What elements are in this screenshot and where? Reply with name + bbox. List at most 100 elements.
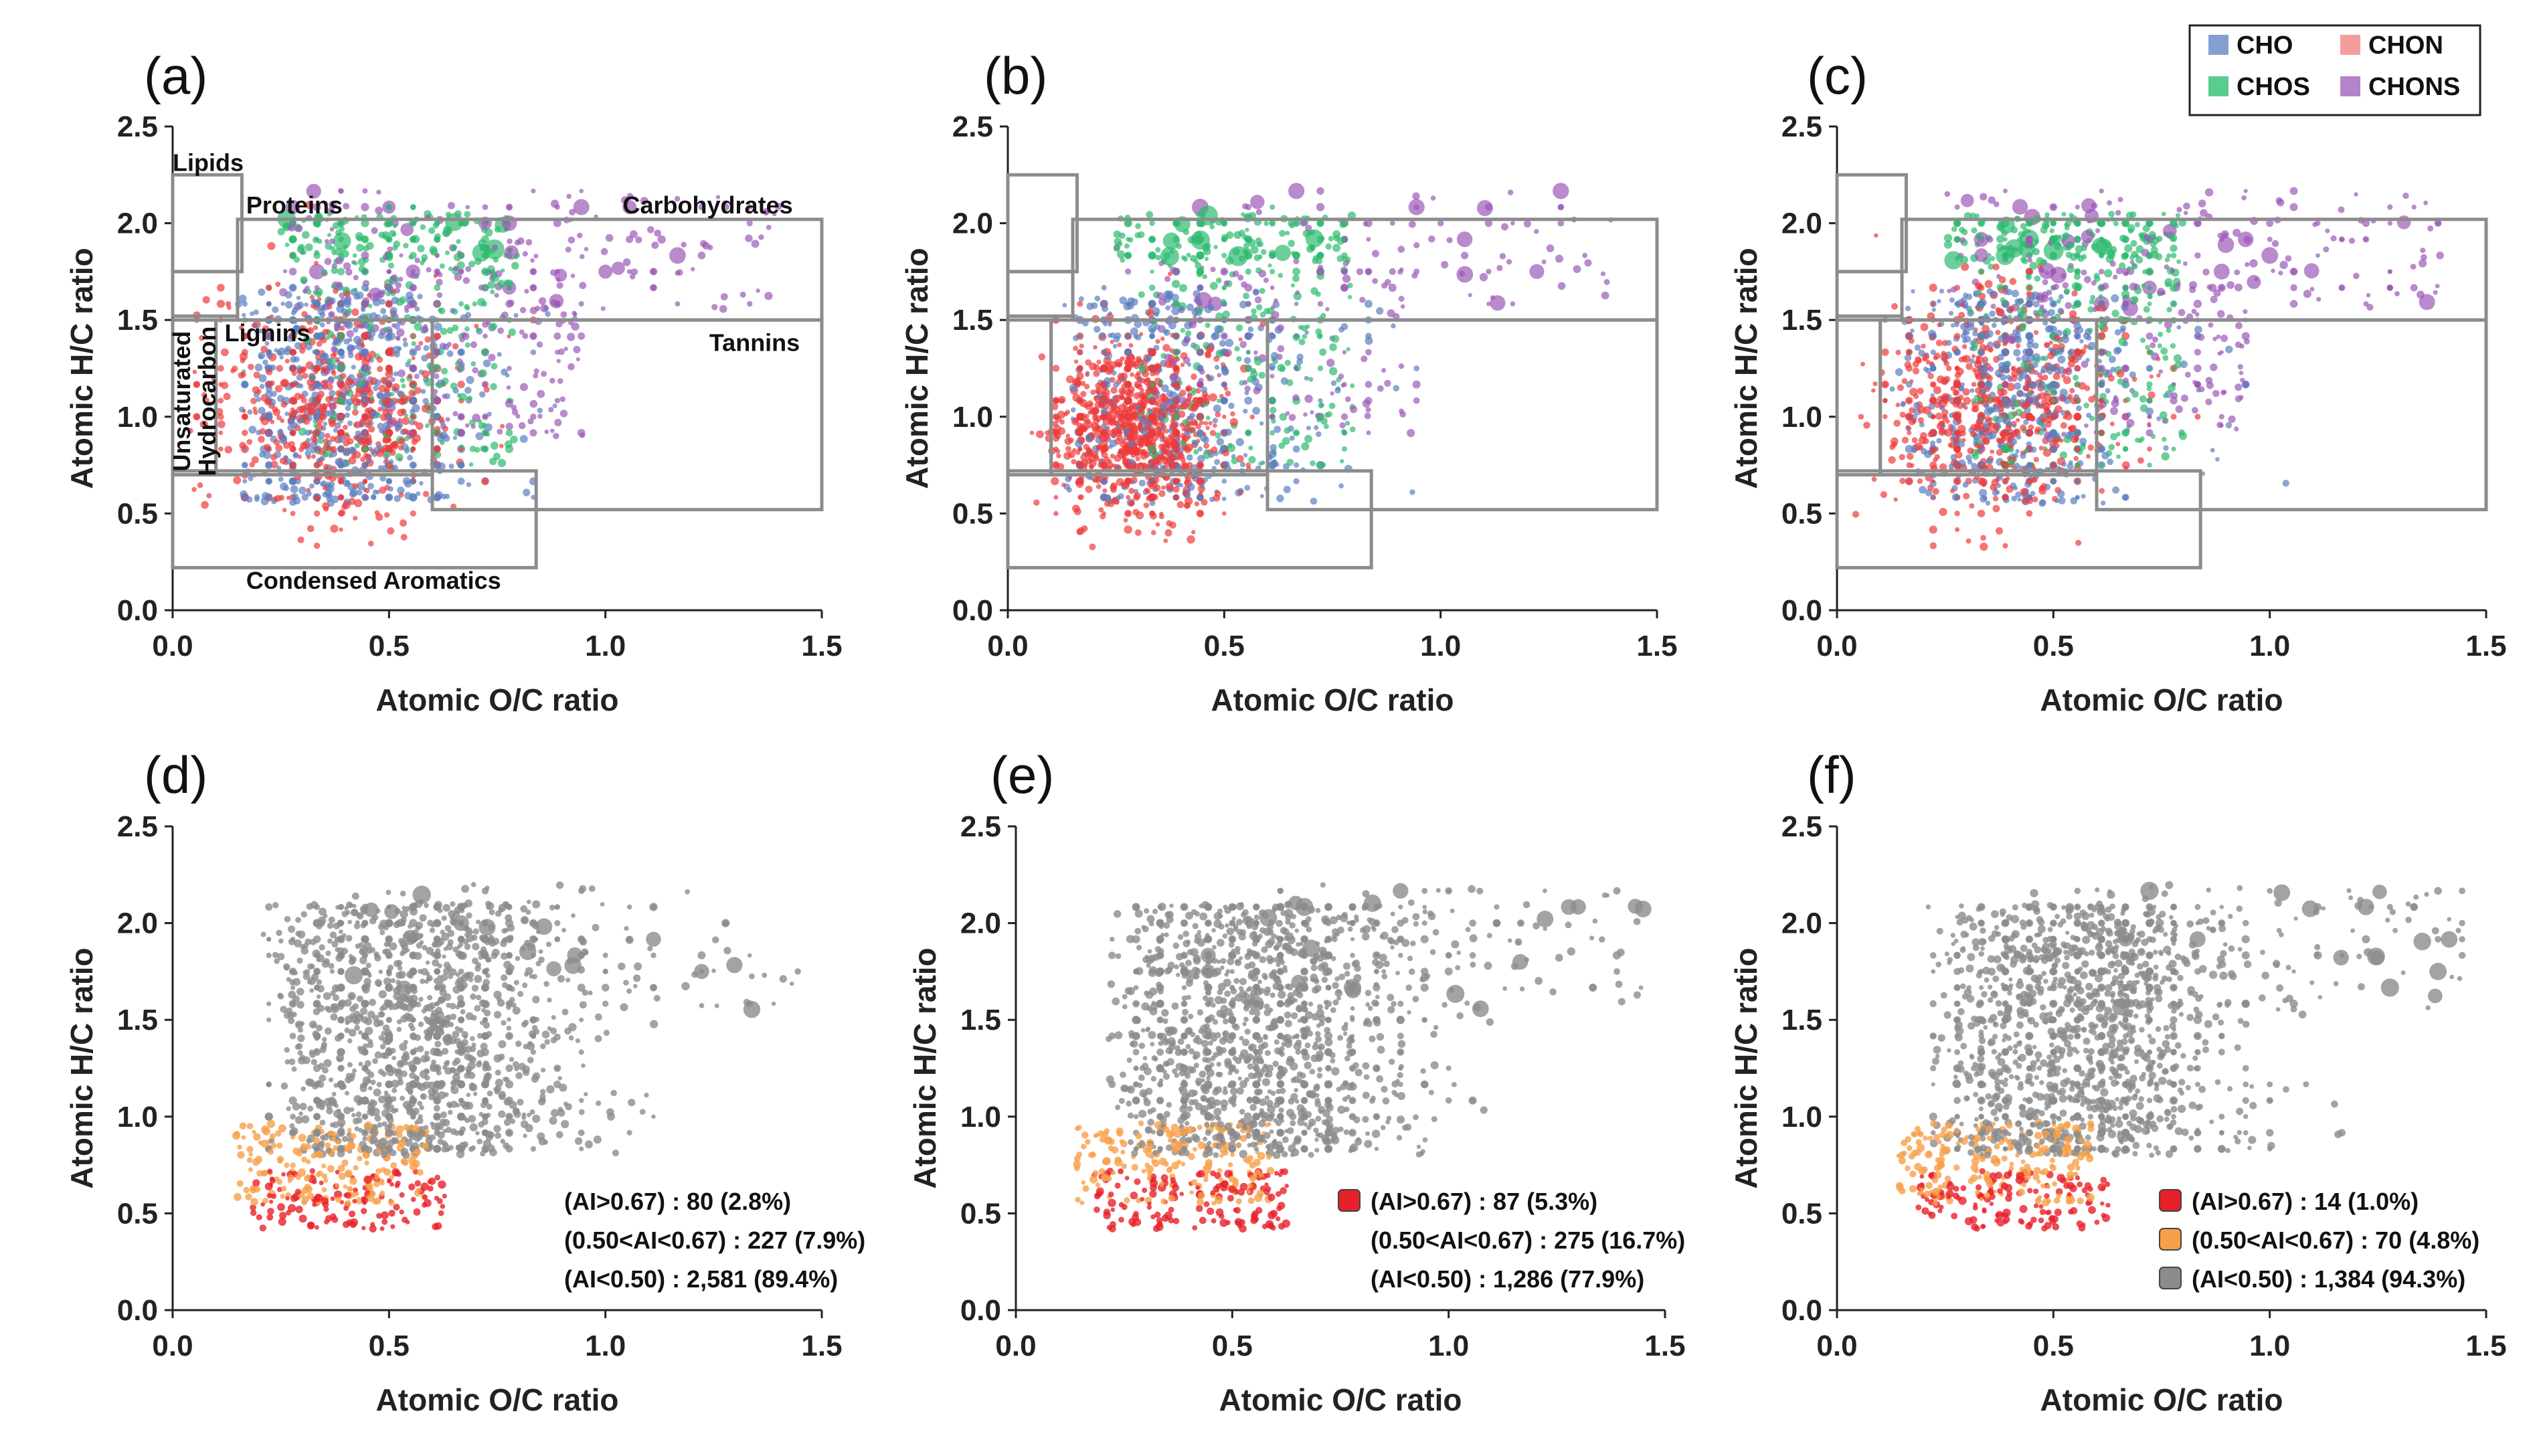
- y-tick-label: 2.0: [952, 207, 993, 240]
- point-chon: [1160, 337, 1165, 341]
- point-chos: [489, 248, 495, 254]
- point-chos: [1124, 252, 1132, 260]
- point-chon: [1076, 429, 1084, 437]
- point-cho: [380, 308, 387, 314]
- point-chos: [1317, 252, 1324, 259]
- point-chos: [1245, 227, 1249, 232]
- point-chos: [1279, 230, 1286, 237]
- point-cho: [276, 350, 282, 356]
- point-chos: [385, 203, 393, 211]
- point-chons: [1529, 264, 1545, 279]
- point-cho: [296, 374, 303, 381]
- point-chons: [1555, 254, 1563, 263]
- point-chon: [2060, 422, 2067, 429]
- point-chon: [339, 509, 346, 517]
- point-chos: [346, 308, 352, 314]
- point-chon: [481, 477, 489, 486]
- point-chons: [334, 323, 341, 331]
- point-cho: [304, 450, 312, 457]
- point-cho: [383, 422, 391, 430]
- point-chos: [434, 284, 441, 291]
- point-chos: [1328, 236, 1334, 242]
- point-cho: [373, 385, 379, 391]
- point-cho: [552, 403, 557, 408]
- point-chon: [323, 506, 329, 512]
- point-cho: [337, 435, 345, 443]
- point-chos: [1244, 364, 1253, 373]
- point-chos: [1346, 347, 1350, 352]
- point-chon: [364, 434, 372, 441]
- point-chons: [1292, 394, 1300, 401]
- point-chos: [1347, 294, 1352, 300]
- point-chons: [571, 322, 580, 331]
- point-chon: [2083, 344, 2089, 349]
- point-chons: [440, 423, 446, 430]
- point-chon: [2026, 510, 2033, 517]
- point-chons: [397, 390, 404, 397]
- point-chons: [488, 353, 496, 362]
- point-cho: [258, 351, 266, 359]
- point-chon: [1085, 372, 1089, 377]
- point-chons: [511, 409, 519, 416]
- point-chos: [1187, 236, 1195, 244]
- point-chons: [1340, 413, 1348, 420]
- point-chos: [298, 428, 307, 436]
- point-chos: [1304, 434, 1312, 443]
- point-cho: [1216, 438, 1225, 446]
- point-chons: [576, 357, 581, 362]
- point-cho: [344, 391, 349, 395]
- point-chons: [445, 417, 450, 422]
- point-chos: [1245, 429, 1252, 437]
- point-chon: [1165, 450, 1174, 458]
- point-cho: [1121, 485, 1126, 490]
- point-chos: [1243, 292, 1250, 300]
- point-cho: [1235, 438, 1244, 446]
- point-cho: [1077, 333, 1083, 339]
- point-chons: [2348, 238, 2355, 244]
- point-chons: [464, 423, 470, 428]
- x-tick-label: 0.0: [152, 630, 193, 662]
- point-chon: [400, 519, 407, 527]
- point-chons: [1285, 411, 1290, 416]
- point-chon: [1051, 476, 1059, 486]
- point-chon: [1211, 446, 1218, 454]
- point-chon: [275, 444, 283, 452]
- point-cho: [2114, 329, 2121, 336]
- point-chon: [280, 379, 289, 387]
- x-tick-label: 0.0: [1816, 630, 1857, 662]
- point-chos: [442, 229, 450, 238]
- point-cho: [530, 349, 537, 355]
- point-cho: [1108, 322, 1112, 327]
- point-chon: [457, 380, 465, 389]
- point-chon: [1077, 494, 1083, 500]
- point-chos: [404, 436, 410, 442]
- point-chon: [266, 381, 272, 387]
- point-cho: [1119, 296, 1128, 304]
- point-chons: [434, 349, 440, 356]
- point-cho: [422, 397, 429, 405]
- point-chons: [1510, 301, 1516, 306]
- point-cho: [290, 485, 298, 494]
- point-chos: [400, 377, 406, 383]
- point-chon: [1181, 434, 1190, 442]
- point-chons: [1179, 396, 1187, 404]
- point-chon: [1077, 300, 1083, 307]
- y-tick-label: 1.0: [117, 401, 158, 434]
- y-tick-label: 0.5: [117, 497, 158, 530]
- point-chons: [1407, 429, 1415, 438]
- point-cho: [373, 379, 381, 387]
- point-cho: [372, 298, 381, 306]
- point-chon: [407, 373, 413, 379]
- point-chon: [1095, 382, 1102, 389]
- point-chon: [225, 301, 232, 307]
- point-cho: [296, 295, 301, 300]
- point-chons: [446, 342, 452, 347]
- point-chons: [390, 377, 396, 382]
- point-chons: [1541, 259, 1547, 264]
- point-cho: [1220, 397, 1229, 405]
- point-chons: [2435, 284, 2440, 288]
- point-chons: [578, 332, 586, 340]
- point-cho: [458, 462, 464, 468]
- point-chons: [432, 389, 438, 395]
- point-chos: [2145, 345, 2150, 350]
